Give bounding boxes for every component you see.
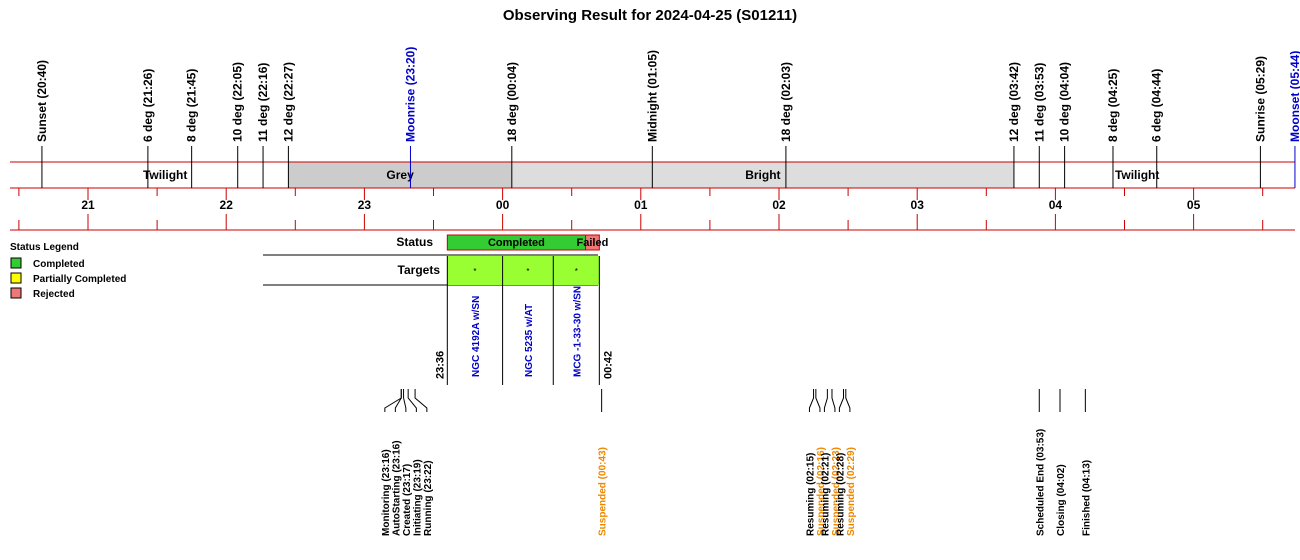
targets-row: Targets * NGC 4192A w/SN * NGC 5235 w/AT * MC… [263, 254, 614, 385]
hour-label-4: 01 [634, 198, 648, 212]
block-start-time: 23:36 [434, 351, 446, 379]
log-leader-10 [838, 389, 844, 412]
log-leader-2 [403, 389, 407, 412]
hour-label-8: 05 [1187, 198, 1201, 212]
log-event-13: Closing (04:02) [1056, 464, 1067, 536]
status-block-label-0: Completed [488, 237, 545, 249]
hour-label-6: 03 [911, 198, 925, 212]
log-event-2: Created (23:17) [402, 464, 413, 536]
log-event-1: AutoStarting (23:16) [391, 440, 402, 536]
target-block-1 [502, 256, 554, 285]
log-leader-1 [394, 389, 402, 412]
event-label-13: 8 deg (04:25) [1106, 69, 1120, 142]
log-event-14: Finished (04:13) [1081, 460, 1092, 536]
event-label-6: Moonrise (23:20) [403, 47, 417, 142]
status-block-1 [585, 234, 600, 251]
target-block-0 [447, 256, 503, 285]
event-label-1: 6 deg (21:26) [141, 69, 155, 142]
target-mark-2: * [575, 267, 578, 276]
log-leader-9 [831, 389, 836, 412]
log-event-0: Monitoring (23:16) [381, 449, 392, 536]
legend-swatch-1 [10, 272, 22, 284]
hour-label-2: 23 [358, 198, 372, 212]
log-leader-7 [815, 389, 821, 412]
event-label-9: 18 deg (02:03) [779, 62, 793, 142]
sky-band-3 [1013, 162, 1261, 188]
hour-label-1: 22 [220, 198, 234, 212]
event-label-10: 12 deg (03:42) [1007, 62, 1021, 142]
log-event-12: Scheduled End (03:53) [1035, 429, 1046, 536]
chart-title: Observing Result for 2024-04-25 (S01211) [503, 7, 797, 24]
legend-title: Status Legend [10, 242, 79, 253]
log-event-5: Suspended (00:43) [598, 447, 609, 536]
event-label-14: 6 deg (04:44) [1150, 69, 1164, 142]
event-label-16: Moonset (05:44) [1288, 51, 1300, 142]
block-end-time: 00:42 [602, 351, 614, 379]
target-name-2: MCG -1-33-30 w/SN [572, 286, 583, 377]
target-mark-1: * [526, 267, 529, 276]
log-event-8: Resuming (02:21) [820, 453, 831, 536]
legend-swatch-0 [10, 257, 22, 269]
sky-bands: Twilight Grey Bright Twilight [41, 162, 1261, 188]
sky-band-0 [41, 162, 289, 188]
legend-swatch-2 [10, 287, 22, 299]
sky-band-1 [288, 162, 512, 188]
hour-label-3: 00 [496, 198, 510, 212]
legend-item-0: Completed [33, 259, 85, 270]
log-event-6: Resuming (02:15) [805, 453, 816, 536]
event-label-8: Midnight (01:05) [645, 50, 659, 142]
event-label-3: 10 deg (22:05) [231, 62, 245, 142]
legend-item-2: Rejected [33, 289, 75, 300]
log-event-10: Resuming (02:28) [835, 453, 846, 536]
log-event-4: Running (23:22) [423, 460, 434, 536]
hour-label-5: 02 [772, 198, 786, 212]
log-leader-0 [384, 389, 402, 412]
target-mark-0: * [473, 267, 476, 276]
status-row: Status Completed Failed [396, 234, 609, 251]
sky-band-label-0: Twilight [143, 168, 187, 182]
hour-label-0: 21 [81, 198, 95, 212]
log-event-7: Suspended (02:16) [816, 447, 827, 536]
sky-band-2 [511, 162, 1014, 188]
log-event-9: Suspended (02:23) [831, 447, 842, 536]
sky-band-label-1: Grey [386, 168, 414, 182]
log-event-11: Suspended (02:29) [846, 447, 857, 536]
log-leader-6 [808, 389, 815, 412]
event-label-2: 8 deg (21:45) [185, 69, 199, 142]
event-label-5: 12 deg (22:27) [281, 62, 295, 142]
event-label-15: Sunrise (05:29) [1253, 56, 1267, 142]
sky-events: Sunset (20:40) 6 deg (21:26) 8 deg (21:45)… [35, 47, 1300, 188]
status-legend: Status Legend Completed Partially Complet… [10, 242, 126, 300]
event-label-0: Sunset (20:40) [35, 60, 49, 142]
event-label-4: 11 deg (22:16) [256, 63, 270, 142]
log-leader-4 [414, 389, 428, 412]
event-label-7: 18 deg (00:04) [505, 62, 519, 142]
legend-item-1: Partially Completed [33, 274, 126, 285]
log-leader-3 [407, 389, 417, 412]
log-event-3: Initiating (23:19) [412, 459, 423, 536]
log-events: Monitoring (23:16) AutoStarting (23:16) Cr… [381, 389, 1092, 536]
status-block-label-1: Failed [577, 237, 609, 249]
sky-band-label-2: Bright [745, 168, 780, 182]
target-block-2 [553, 256, 600, 285]
target-name-0: NGC 4192A w/SN [471, 296, 482, 377]
target-name-1: NGC 5235 w/AT [524, 304, 535, 377]
sky-band-label-3: Twilight [1115, 168, 1159, 182]
event-label-11: 11 deg (03:53) [1032, 63, 1046, 142]
event-label-12: 10 deg (04:04) [1058, 62, 1072, 142]
log-leader-8 [823, 389, 828, 412]
targets-row-label: Targets [398, 263, 441, 277]
log-leader-11 [845, 389, 851, 412]
hour-label-7: 04 [1049, 198, 1063, 212]
status-row-label: Status [396, 235, 433, 249]
